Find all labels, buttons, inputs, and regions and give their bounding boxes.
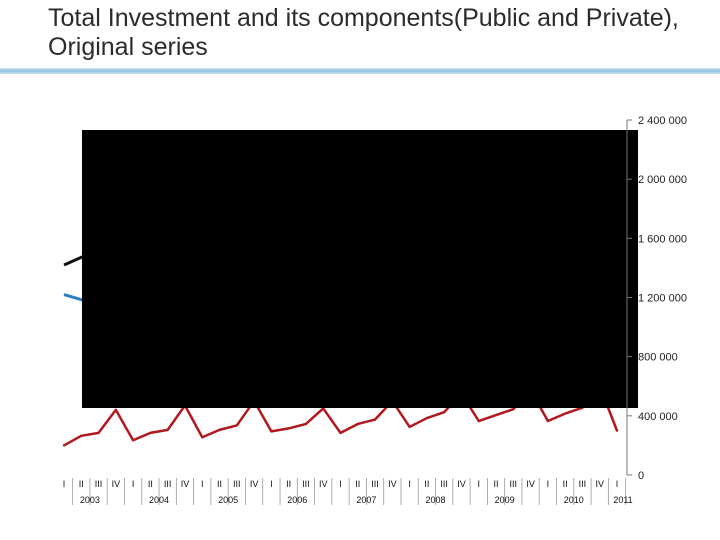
x-quarter-label: I — [547, 479, 550, 489]
x-quarter-label: I — [201, 479, 204, 489]
x-quarter-label: IV — [526, 479, 535, 489]
x-year-label: 2004 — [149, 495, 169, 505]
x-quarter-label: I — [63, 479, 66, 489]
x-quarter-label: I — [339, 479, 342, 489]
obscured-region — [82, 130, 638, 408]
x-quarter-label: IV — [250, 479, 259, 489]
series-line-2 — [63, 293, 85, 302]
x-quarter-label: I — [132, 479, 135, 489]
data-point — [218, 428, 221, 432]
data-point — [373, 418, 377, 421]
y-tick-label: 800 000 — [638, 352, 678, 364]
axis-layer: 2 400 000 2 000 000 1 600 000 1 200 000 800 … — [63, 115, 687, 505]
data-point — [166, 428, 169, 432]
x-quarter-label: IV — [181, 479, 190, 489]
x-year-label: 2007 — [356, 495, 376, 505]
data-point — [546, 419, 550, 423]
x-quarter-label: I — [270, 479, 273, 489]
x-quarter-label: II — [563, 479, 568, 489]
x-quarter-label: III — [233, 479, 241, 489]
data-point — [287, 427, 290, 430]
x-quarter-label: III — [164, 479, 172, 489]
x-quarter-label: IV — [112, 479, 121, 489]
data-point — [477, 419, 480, 423]
x-quarter-label: II — [217, 479, 222, 489]
x-quarter-label: II — [494, 479, 499, 489]
y-tick-label: 2 400 000 — [638, 115, 687, 127]
data-point — [149, 431, 152, 435]
x-quarter-label: I — [408, 479, 411, 489]
x-year-label: 2008 — [426, 495, 446, 505]
data-point — [97, 431, 100, 435]
x-quarter-label: IV — [319, 479, 328, 489]
data-point — [270, 430, 273, 433]
x-quarter-label: III — [371, 479, 379, 489]
x-year-label: 2006 — [287, 495, 307, 505]
data-point — [563, 412, 567, 415]
title-accent-line — [0, 68, 720, 74]
x-year-label: 2011 — [613, 495, 632, 505]
x-quarter-label: I — [477, 479, 480, 489]
data-point — [304, 422, 308, 426]
y-tick-label: 400 000 — [638, 411, 678, 423]
x-year-label: 2009 — [495, 495, 515, 505]
data-point — [494, 413, 498, 417]
x-quarter-label: II — [148, 479, 153, 489]
x-quarter-label: III — [95, 479, 103, 489]
chart-title: Total Investment and its components(Publ… — [48, 4, 679, 61]
series-line-1 — [63, 254, 85, 267]
data-point — [80, 434, 83, 438]
x-year-label: 2003 — [80, 495, 100, 505]
x-quarter-label: II — [79, 479, 84, 489]
data-point — [339, 431, 342, 435]
x-quarter-label: II — [286, 479, 291, 489]
data-point — [425, 416, 429, 420]
x-quarter-label: I — [616, 479, 619, 489]
data-point — [131, 439, 135, 442]
y-tick-label: 0 — [638, 470, 644, 482]
x-quarter-label: IV — [595, 479, 604, 489]
x-quarter-label: III — [510, 479, 518, 489]
data-point — [62, 444, 66, 447]
data-point — [201, 436, 204, 439]
x-quarter-label: IV — [388, 479, 397, 489]
data-point — [356, 422, 359, 426]
x-quarter-label: III — [579, 479, 587, 489]
data-point — [114, 408, 118, 412]
y-tick-label: 1 200 000 — [638, 293, 687, 305]
x-quarter-label: III — [302, 479, 310, 489]
data-point — [442, 410, 446, 414]
x-year-label: 2010 — [564, 495, 584, 505]
data-point — [512, 407, 515, 411]
data-point — [408, 425, 411, 429]
x-year-label: 2005 — [218, 495, 238, 505]
x-quarter-label: IV — [457, 479, 466, 489]
data-point — [615, 429, 619, 432]
x-quarter-label: II — [355, 479, 360, 489]
x-quarter-label: II — [424, 479, 429, 489]
data-point — [235, 424, 239, 427]
x-quarter-label: III — [440, 479, 448, 489]
y-tick-label: 2 000 000 — [638, 174, 687, 186]
y-tick-label: 1 600 000 — [638, 233, 687, 245]
